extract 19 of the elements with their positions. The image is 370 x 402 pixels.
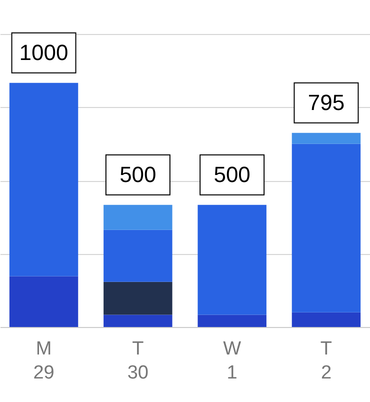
bar bbox=[198, 314, 266, 327]
bar bbox=[198, 204, 266, 315]
bar bbox=[104, 230, 172, 282]
x-tick-label: T 2 bbox=[320, 338, 332, 384]
bar bbox=[292, 312, 361, 327]
bar bbox=[9, 276, 78, 327]
x-tick-label: W 1 bbox=[223, 338, 242, 384]
bar bbox=[9, 82, 78, 276]
bar bbox=[104, 282, 172, 315]
bar bbox=[292, 132, 361, 144]
x-tick-label: T 30 bbox=[127, 338, 148, 384]
total-label: 500 bbox=[214, 162, 250, 187]
bar bbox=[104, 204, 172, 230]
x-tick-label: M 29 bbox=[33, 338, 54, 384]
total-label: 1000 bbox=[19, 40, 68, 65]
bar bbox=[292, 144, 361, 312]
total-label: 500 bbox=[120, 162, 156, 187]
bar bbox=[104, 314, 172, 327]
total-label: 795 bbox=[308, 90, 345, 115]
